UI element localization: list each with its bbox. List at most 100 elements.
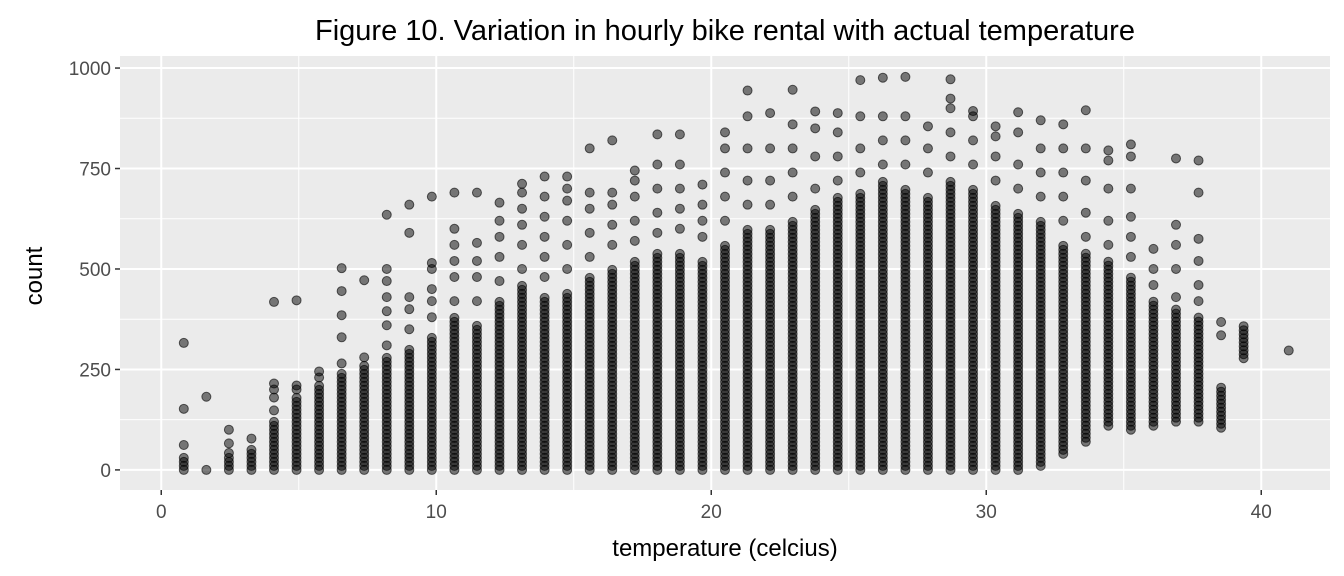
data-point bbox=[832, 151, 843, 162]
data-point bbox=[494, 231, 505, 242]
data-point bbox=[1058, 215, 1069, 226]
data-points bbox=[178, 71, 1294, 475]
data-point bbox=[314, 366, 325, 377]
data-point bbox=[449, 255, 460, 266]
data-point bbox=[1125, 211, 1136, 222]
data-point bbox=[697, 231, 708, 242]
y-tick-label: 250 bbox=[79, 360, 111, 381]
data-point bbox=[449, 239, 460, 250]
data-point bbox=[539, 251, 550, 262]
data-point bbox=[336, 263, 347, 274]
data-point bbox=[404, 227, 415, 238]
data-point bbox=[1013, 208, 1024, 219]
data-point bbox=[539, 272, 550, 283]
data-point bbox=[607, 264, 618, 275]
data-point bbox=[246, 433, 257, 444]
data-point bbox=[607, 135, 618, 146]
data-point bbox=[1035, 115, 1046, 126]
data-point bbox=[1103, 155, 1114, 166]
data-point bbox=[810, 183, 821, 194]
data-point bbox=[1013, 159, 1024, 170]
data-point bbox=[404, 344, 415, 355]
data-point bbox=[968, 159, 979, 170]
data-point bbox=[449, 223, 460, 234]
data-point bbox=[765, 175, 776, 186]
data-point bbox=[900, 135, 911, 146]
data-point bbox=[1103, 256, 1114, 267]
data-point bbox=[742, 175, 753, 186]
data-point bbox=[1058, 167, 1069, 178]
data-point bbox=[471, 187, 482, 198]
data-point bbox=[1193, 233, 1204, 244]
data-point bbox=[629, 191, 640, 202]
data-point bbox=[765, 108, 776, 119]
data-point bbox=[517, 280, 528, 291]
data-point bbox=[629, 235, 640, 246]
point-column bbox=[314, 366, 325, 475]
y-tick-label: 500 bbox=[79, 260, 111, 281]
data-point bbox=[900, 111, 911, 122]
data-point bbox=[945, 93, 956, 104]
point-column bbox=[900, 71, 911, 475]
data-point bbox=[178, 403, 189, 414]
data-point bbox=[449, 296, 460, 307]
data-point bbox=[945, 103, 956, 114]
data-point bbox=[855, 167, 866, 178]
data-point bbox=[945, 127, 956, 138]
data-point bbox=[517, 178, 528, 189]
data-point bbox=[1171, 219, 1181, 230]
point-column bbox=[968, 106, 979, 475]
point-column bbox=[1238, 321, 1249, 364]
data-point bbox=[584, 143, 595, 154]
data-point bbox=[629, 256, 640, 267]
data-point bbox=[471, 272, 482, 283]
data-point bbox=[201, 391, 212, 402]
data-point bbox=[539, 231, 550, 242]
data-point bbox=[539, 292, 550, 303]
data-point bbox=[562, 263, 573, 274]
data-point bbox=[1058, 240, 1069, 251]
data-point bbox=[201, 464, 212, 475]
data-point bbox=[922, 192, 933, 203]
data-point bbox=[810, 123, 821, 134]
data-point bbox=[900, 159, 911, 170]
data-point bbox=[922, 167, 933, 178]
data-point bbox=[539, 211, 550, 222]
data-point bbox=[697, 179, 708, 190]
data-point bbox=[269, 378, 279, 389]
data-point bbox=[720, 127, 730, 138]
data-point bbox=[945, 74, 956, 85]
data-point bbox=[1035, 143, 1046, 154]
data-point bbox=[742, 199, 753, 210]
data-point bbox=[336, 286, 347, 297]
point-column bbox=[471, 187, 482, 475]
point-column bbox=[674, 129, 685, 475]
y-tick-label: 750 bbox=[79, 160, 111, 181]
data-point bbox=[178, 439, 189, 450]
data-point bbox=[1103, 215, 1114, 226]
data-point bbox=[787, 191, 798, 202]
point-column bbox=[494, 197, 505, 475]
data-point bbox=[562, 183, 573, 194]
data-point bbox=[246, 444, 257, 455]
data-point bbox=[1058, 119, 1069, 130]
data-point bbox=[1171, 304, 1181, 315]
data-point bbox=[314, 380, 325, 391]
x-tick-label: 0 bbox=[156, 502, 167, 523]
data-point bbox=[1035, 191, 1046, 202]
data-point bbox=[1171, 239, 1181, 250]
data-point bbox=[652, 159, 663, 170]
data-point bbox=[336, 310, 347, 321]
data-point bbox=[336, 358, 347, 369]
point-column bbox=[1148, 243, 1159, 431]
point-column bbox=[178, 337, 189, 475]
data-point bbox=[900, 184, 911, 195]
data-point bbox=[1148, 296, 1159, 307]
point-column bbox=[336, 263, 347, 475]
data-point bbox=[877, 72, 888, 83]
data-point bbox=[584, 203, 595, 214]
data-point bbox=[968, 106, 979, 117]
data-point bbox=[832, 127, 843, 138]
data-point bbox=[381, 306, 392, 317]
data-point bbox=[404, 199, 415, 210]
